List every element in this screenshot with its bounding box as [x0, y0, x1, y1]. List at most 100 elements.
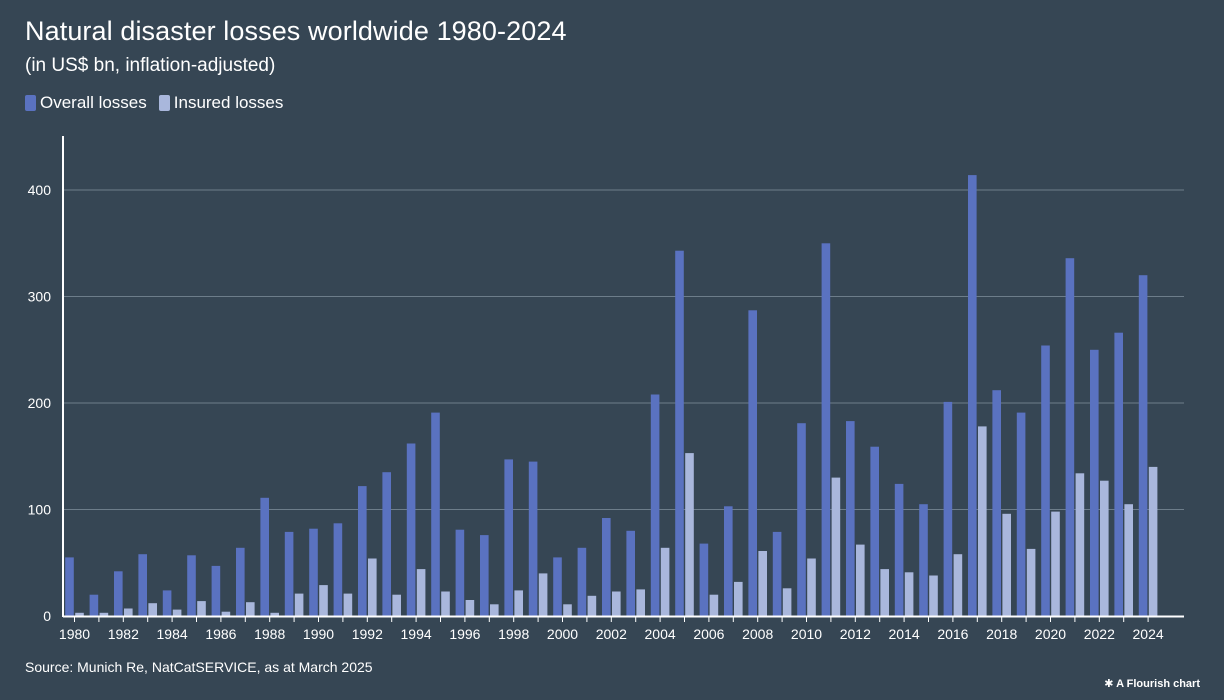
bar-insured-1980[interactable] [75, 612, 84, 616]
bar-overall-1987[interactable] [236, 547, 245, 616]
legend-item-insured[interactable]: Insured losses [158, 93, 283, 113]
bar-insured-2023[interactable] [1124, 504, 1133, 616]
bar-overall-2012[interactable] [846, 421, 855, 616]
bar-insured-1988[interactable] [270, 612, 279, 616]
bar-insured-2019[interactable] [1026, 548, 1036, 616]
bar-overall-2023[interactable] [1114, 332, 1123, 616]
bar-overall-2004[interactable] [650, 394, 660, 617]
bar-insured-1996[interactable] [465, 600, 475, 616]
bar-overall-2002[interactable] [602, 518, 611, 616]
bar-insured-2022[interactable] [1100, 480, 1109, 616]
bar-insured-2000[interactable] [563, 604, 572, 616]
bar-insured-1985[interactable] [197, 601, 206, 616]
bar-insured-1992[interactable] [368, 558, 377, 617]
bar-insured-2005[interactable] [685, 453, 694, 616]
bar-overall-1996[interactable] [455, 529, 465, 616]
x-tick-label: 1992 [352, 626, 383, 642]
legend-item-overall[interactable]: Overall losses [25, 93, 147, 113]
bar-overall-1986[interactable] [211, 565, 221, 616]
bar-overall-2008[interactable] [748, 310, 757, 616]
bar-overall-2009[interactable] [772, 531, 782, 616]
bar-insured-1991[interactable] [343, 593, 353, 616]
bar-insured-2013[interactable] [880, 569, 889, 616]
bar-insured-2006[interactable] [709, 594, 719, 616]
bar-insured-2017[interactable] [978, 426, 987, 616]
bar-overall-1992[interactable] [358, 486, 367, 616]
bar-insured-1998[interactable] [514, 590, 523, 616]
bar-insured-2018[interactable] [1002, 513, 1011, 616]
bar-insured-1993[interactable] [392, 594, 401, 616]
bar-overall-2005[interactable] [675, 250, 684, 616]
source-note: Source: Munich Re, NatCatSERVICE, as at … [25, 659, 373, 675]
bar-overall-2006[interactable] [699, 543, 709, 616]
bar-insured-2004[interactable] [660, 547, 670, 616]
bar-overall-1995[interactable] [431, 412, 440, 616]
bar-overall-2017[interactable] [968, 175, 977, 616]
bar-overall-2014[interactable] [894, 483, 904, 616]
flourish-credit[interactable]: ✱ A Flourish chart [1104, 677, 1200, 690]
bar-insured-2011[interactable] [831, 477, 841, 616]
bar-overall-1999[interactable] [528, 461, 538, 616]
x-tick-label: 1988 [254, 626, 285, 642]
bar-overall-2018[interactable] [992, 390, 1001, 616]
bar-overall-1997[interactable] [480, 535, 489, 616]
bar-insured-2021[interactable] [1075, 473, 1085, 616]
bar-insured-1997[interactable] [490, 604, 499, 616]
bar-overall-1990[interactable] [309, 528, 318, 616]
bar-overall-1991[interactable] [333, 523, 343, 616]
bar-insured-1995[interactable] [441, 591, 450, 617]
bar-overall-2013[interactable] [870, 446, 879, 616]
bar-insured-2010[interactable] [807, 558, 816, 617]
bar-insured-2024[interactable] [1148, 466, 1158, 616]
bar-insured-2009[interactable] [782, 588, 792, 616]
bar-overall-2000[interactable] [553, 557, 562, 616]
bar-overall-2022[interactable] [1090, 349, 1099, 617]
bar-overall-1983[interactable] [138, 554, 147, 616]
bar-overall-1993[interactable] [382, 472, 391, 616]
bar-overall-2007[interactable] [724, 506, 733, 616]
bars [65, 175, 1158, 617]
x-tick-label: 2008 [742, 626, 773, 642]
bar-overall-2016[interactable] [943, 401, 953, 616]
bar-overall-1994[interactable] [406, 443, 416, 617]
bar-insured-2008[interactable] [758, 551, 767, 616]
bar-insured-1984[interactable] [172, 609, 182, 616]
bar-overall-1984[interactable] [162, 590, 172, 616]
x-tick-label: 2014 [889, 626, 920, 642]
bar-overall-2019[interactable] [1016, 412, 1026, 616]
bar-insured-2020[interactable] [1051, 511, 1060, 616]
bar-overall-2003[interactable] [626, 530, 635, 616]
bar-insured-2012[interactable] [856, 544, 865, 616]
bar-overall-1988[interactable] [260, 497, 269, 616]
bar-insured-1994[interactable] [416, 569, 426, 616]
bar-insured-1981[interactable] [99, 612, 109, 616]
bar-insured-2014[interactable] [904, 572, 914, 616]
x-tick-label: 2022 [1084, 626, 1115, 642]
bar-overall-1981[interactable] [89, 594, 99, 616]
bar-insured-1983[interactable] [148, 603, 157, 616]
bar-overall-1982[interactable] [114, 571, 123, 616]
bar-overall-1980[interactable] [65, 557, 74, 616]
bar-insured-2001[interactable] [587, 595, 597, 616]
bar-insured-1982[interactable] [124, 608, 133, 617]
bar-insured-2002[interactable] [612, 591, 621, 617]
bar-overall-2021[interactable] [1065, 258, 1075, 616]
bar-insured-2016[interactable] [953, 554, 963, 616]
bar-overall-2020[interactable] [1041, 345, 1050, 617]
bar-insured-2003[interactable] [636, 589, 645, 616]
bar-insured-1990[interactable] [319, 585, 328, 616]
bar-overall-2024[interactable] [1138, 275, 1148, 616]
bar-insured-1999[interactable] [538, 573, 548, 616]
bar-overall-2015[interactable] [919, 504, 928, 616]
bar-overall-2011[interactable] [821, 243, 831, 617]
bar-insured-1987[interactable] [246, 602, 255, 616]
bar-overall-1985[interactable] [187, 555, 196, 616]
bar-overall-2010[interactable] [797, 423, 806, 616]
bar-overall-1998[interactable] [504, 459, 513, 616]
bar-overall-1989[interactable] [284, 531, 294, 616]
bar-insured-2007[interactable] [734, 581, 743, 616]
bar-insured-1989[interactable] [294, 593, 304, 616]
bar-overall-2001[interactable] [577, 547, 587, 616]
bar-insured-1986[interactable] [221, 611, 231, 616]
bar-insured-2015[interactable] [929, 575, 938, 617]
